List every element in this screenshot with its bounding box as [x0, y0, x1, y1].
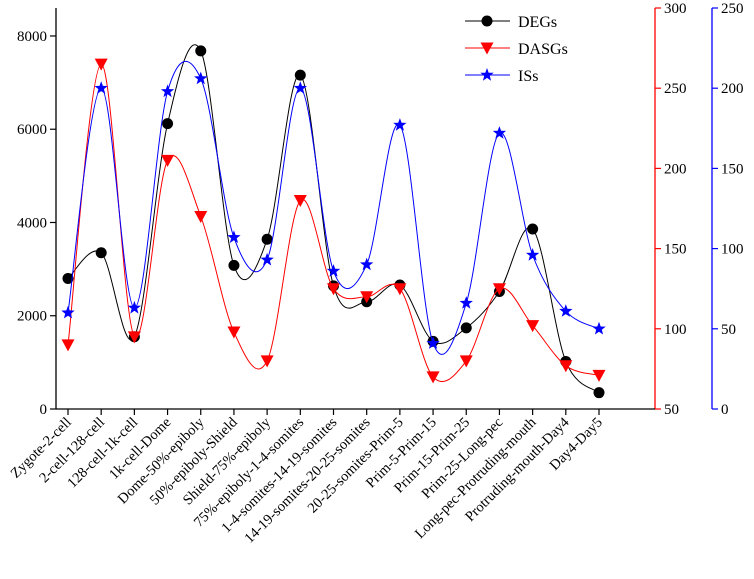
left-axis-tick-label: 8000: [17, 29, 47, 45]
dasgs-point-20-25-somites-prim-5: [393, 283, 407, 296]
dasgs-point-1-4-somites-14-19-somites: [327, 283, 340, 296]
degs-point-long-pec-protruding-mouth: [527, 223, 539, 235]
iss-line: [67, 60, 600, 355]
dasgs-point-75pct-epiboly-1-4-somites: [293, 194, 307, 207]
dasgs-point-14-19-somites-20-25-somites: [360, 291, 374, 304]
legend-marker-degs: [481, 15, 493, 27]
legend-marker-dasgs: [480, 42, 494, 55]
dasgs-point-dome-50pct-epiboly: [194, 211, 208, 224]
legend-item-degs: DEGs: [465, 14, 557, 31]
dasgs-point-prim-25-long-pec: [492, 283, 506, 296]
iss-point-20-25-somites-prim-5: [393, 118, 407, 131]
degs-point-75pct-epiboly-1-4-somites: [294, 69, 306, 81]
iss-point-14-19-somites-20-25-somites: [360, 257, 374, 271]
legend-item-iss: ISs: [465, 68, 538, 85]
red-axis-tick-label: 150: [664, 242, 687, 258]
legend: DEGs DASGs ISs: [465, 14, 568, 85]
dasgs-point-128-cell-1k-cell: [127, 331, 141, 344]
iss-point-day4-day5: [592, 321, 606, 335]
series-layer: [61, 44, 606, 399]
degs-point-zygote-2-cell: [62, 272, 74, 284]
dasgs-point-1k-cell-dome: [161, 154, 175, 167]
legend-item-dasgs: DASGs: [465, 41, 568, 58]
dasgs-point-shield-75pct-epiboly: [260, 355, 274, 368]
red-axis-tick-label: 100: [664, 322, 687, 338]
blue-axis-tick-label: 150: [721, 161, 744, 177]
red-axis-tick-label: 200: [664, 161, 687, 177]
iss-point-long-pec-protruding-mouth: [526, 248, 540, 261]
dasgs-point-prim-15-prim-25: [459, 355, 473, 368]
iss-point-128-cell-1k-cell: [127, 300, 141, 314]
blue-axis-tick-label: 0: [721, 402, 729, 418]
degs-point-prim-15-prim-25: [460, 322, 472, 334]
blue-axis-tick-label: 250: [721, 1, 744, 17]
dasgs-y-axis: 50 100 150 200 250 300: [654, 1, 687, 418]
left-axis-tick-label: 0: [40, 402, 48, 418]
legend-label-degs: DEGs: [518, 14, 557, 31]
left-axis-tick-label: 6000: [17, 122, 47, 138]
dasgs-point-protruding-mouth-day4: [559, 360, 573, 373]
legend-label-dasgs: DASGs: [518, 41, 568, 58]
iss-point-prim-25-long-pec: [492, 126, 507, 139]
left-axis-tick-label: 4000: [17, 215, 47, 231]
blue-axis-tick-label: 200: [721, 81, 744, 97]
iss-point-2-cell-128-cell: [94, 81, 108, 94]
iss-point-protruding-mouth-day4: [559, 304, 573, 317]
degs-point-1k-cell-dome: [162, 118, 174, 130]
legend-label-iss: ISs: [518, 68, 538, 85]
degs-point-day4-day5: [593, 387, 605, 399]
left-axis-tick-label: 2000: [17, 309, 47, 325]
iss-point-prim-5-prim-15: [426, 336, 440, 349]
series-dasgs: [61, 58, 606, 384]
red-axis-tick-label: 300: [664, 1, 687, 17]
blue-axis-tick-label: 100: [721, 242, 744, 258]
degs-point-50pct-epiboly-shield: [228, 259, 240, 271]
dasgs-point-50pct-epiboly-shield: [227, 326, 241, 339]
iss-point-1k-cell-dome: [160, 84, 175, 98]
dasgs-line: [67, 63, 600, 383]
iss-point-dome-50pct-epiboly: [194, 71, 208, 85]
iss-point-50pct-epiboly-shield: [227, 230, 241, 243]
iss-point-prim-15-prim-25: [459, 296, 473, 309]
blue-axis-tick-label: 50: [721, 322, 736, 338]
iss-point-zygote-2-cell: [61, 305, 75, 319]
dasgs-point-2-cell-128-cell: [94, 58, 108, 71]
dasgs-point-day4-day5: [592, 369, 606, 382]
iss-y-axis: 0 50 100 150 200 250: [711, 1, 744, 418]
dasgs-point-prim-5-prim-15: [426, 371, 440, 384]
iss-point-75pct-epiboly-1-4-somites: [293, 81, 307, 94]
legend-marker-iss: [480, 68, 494, 81]
iss-point-1-4-somites-14-19-somites: [326, 264, 341, 277]
dasgs-point-zygote-2-cell: [61, 339, 75, 352]
degs-point-2-cell-128-cell: [95, 247, 107, 259]
dasgs-point-long-pec-protruding-mouth: [526, 320, 540, 333]
iss-point-shield-75pct-epiboly: [260, 252, 274, 266]
left-y-axis: 0 2000 4000 6000 8000: [17, 8, 57, 418]
red-axis-tick-label: 50: [664, 402, 679, 418]
degs-point-shield-75pct-epiboly: [261, 233, 273, 245]
series-iss: [61, 60, 606, 355]
red-axis-tick-label: 250: [664, 81, 687, 97]
degs-point-dome-50pct-epiboly: [195, 45, 207, 57]
